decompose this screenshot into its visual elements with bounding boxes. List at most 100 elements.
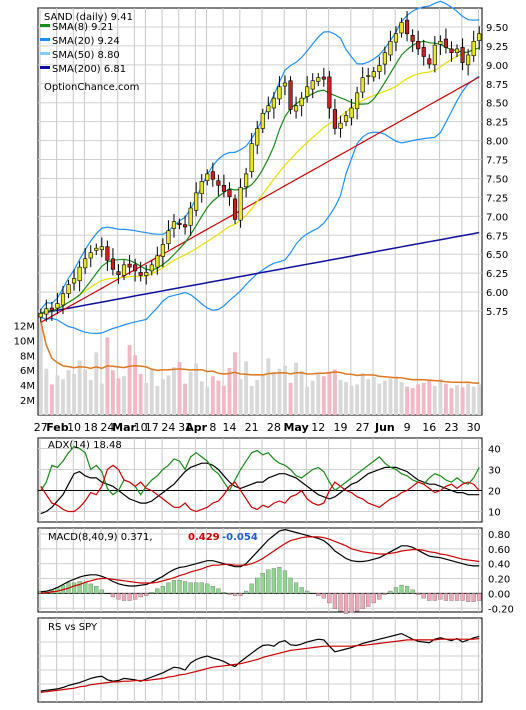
- candle-body: [282, 82, 288, 87]
- volume-bar: [88, 379, 93, 415]
- x-axis-tick-label: Apr: [185, 421, 207, 434]
- x-axis-tick-label: 10: [134, 421, 148, 434]
- candle-body: [327, 76, 332, 109]
- volume-bar: [355, 384, 360, 415]
- macd-histogram-bar: [194, 582, 199, 594]
- volume-bar: [94, 352, 99, 415]
- candle-body: [105, 246, 110, 261]
- bollinger-upper-line: [40, 0, 480, 310]
- x-axis-tick-label: 10: [67, 421, 81, 434]
- legend-entry-text: SMA(50) 8.80: [52, 50, 120, 61]
- price-axis-tick-label: 6.00: [486, 288, 508, 299]
- candle-body: [421, 47, 426, 57]
- x-axis-tick-label: Mar: [112, 421, 136, 434]
- candle-body: [338, 122, 343, 129]
- price-axis-tick-label: 7.50: [486, 174, 508, 185]
- macd-histogram-bar: [188, 582, 193, 594]
- volume-bar: [382, 380, 387, 415]
- x-axis-tick-label: 12: [311, 421, 325, 434]
- volume-bar: [49, 384, 54, 415]
- macd-axis-tick-label: 0.60: [488, 545, 510, 556]
- volume-bar: [99, 383, 104, 415]
- macd-histogram-bar: [249, 583, 254, 594]
- macd-histogram-bar: [438, 593, 443, 600]
- macd-histogram-bar: [349, 593, 354, 613]
- candle-body: [44, 308, 49, 315]
- volume-bar: [255, 379, 260, 415]
- candle-body: [316, 77, 321, 82]
- price-axis-tick-label: 8.50: [486, 99, 508, 110]
- candle-body: [182, 224, 188, 228]
- candle-body: [449, 48, 454, 54]
- legend-swatch: [40, 52, 50, 55]
- bollinger-lower-line: [40, 75, 480, 335]
- candle-body: [232, 198, 238, 220]
- volume-bar: [405, 386, 410, 415]
- legend-source-text: OptionChance.com: [44, 82, 139, 93]
- volume-bar: [38, 321, 43, 415]
- macd-histogram-bar: [388, 590, 393, 594]
- macd-histogram-bar: [466, 593, 471, 602]
- macd-histogram-bar: [138, 593, 143, 598]
- legend-swatch: [40, 38, 50, 41]
- volume-bar: [138, 373, 143, 415]
- volume-bar: [194, 363, 199, 415]
- macd-histogram-bar: [460, 593, 465, 601]
- macd-histogram-bar: [443, 593, 449, 601]
- volume-bar: [166, 375, 171, 415]
- volume-bar: [188, 371, 193, 415]
- volume-bar: [72, 373, 77, 415]
- volume-bar: [366, 379, 371, 415]
- volume-bar: [160, 379, 165, 415]
- volume-bar: [316, 372, 321, 415]
- volume-bar: [233, 352, 237, 415]
- macd-series-line: [40, 528, 480, 593]
- macd-histogram-bar: [327, 593, 332, 604]
- volume-bar: [172, 367, 176, 415]
- macd-histogram-bar: [382, 593, 387, 595]
- macd-histogram-bar: [232, 593, 238, 596]
- macd-histogram-bar: [393, 587, 399, 594]
- candle-body: [332, 109, 338, 129]
- macd-histogram-bar: [88, 583, 93, 594]
- volume-bar: [294, 362, 299, 415]
- volume-bar: [244, 361, 249, 415]
- price-axis-tick-label: 7.00: [486, 212, 508, 223]
- volume-bar: [66, 370, 71, 415]
- volume-bar: [133, 355, 138, 415]
- candle-body: [416, 41, 421, 50]
- volume-bar: [44, 368, 49, 415]
- volume-bar: [332, 369, 337, 415]
- legend-swatch: [40, 66, 50, 69]
- volume-bar: [183, 383, 188, 415]
- macd-histogram-bar: [399, 584, 404, 594]
- candle-body: [160, 244, 165, 257]
- volume-bar: [460, 387, 465, 415]
- x-axis-tick-label: 27: [34, 421, 48, 434]
- macd-histogram-bar: [338, 593, 343, 612]
- macd-histogram-bar: [205, 583, 210, 594]
- candle-body: [321, 76, 326, 80]
- candle-body: [293, 105, 299, 112]
- volume-axis-tick-label: 6M: [20, 366, 35, 377]
- volume-bar: [432, 385, 437, 415]
- macd-histogram-bar: [277, 567, 282, 594]
- candle-body: [110, 258, 116, 270]
- macd-histogram-bar: [144, 593, 149, 596]
- candle-body: [227, 189, 232, 197]
- candle-body: [377, 65, 382, 72]
- volume-bar: [305, 386, 310, 415]
- candle-body: [249, 143, 254, 172]
- price-axis-tick-label: 8.75: [486, 80, 508, 91]
- volume-bar: [83, 369, 88, 415]
- x-axis-tick-label: 24: [100, 421, 114, 434]
- candle-body: [271, 97, 276, 109]
- candle-body: [443, 38, 449, 48]
- adx-series-line: [40, 462, 480, 515]
- macd-histogram-bar: [177, 580, 182, 594]
- volume-bar: [205, 386, 210, 415]
- macd-histogram-bar: [227, 593, 232, 595]
- macd-histogram-bar: [416, 593, 421, 595]
- macd-histogram-bar: [260, 573, 265, 594]
- volume-bar: [344, 382, 348, 415]
